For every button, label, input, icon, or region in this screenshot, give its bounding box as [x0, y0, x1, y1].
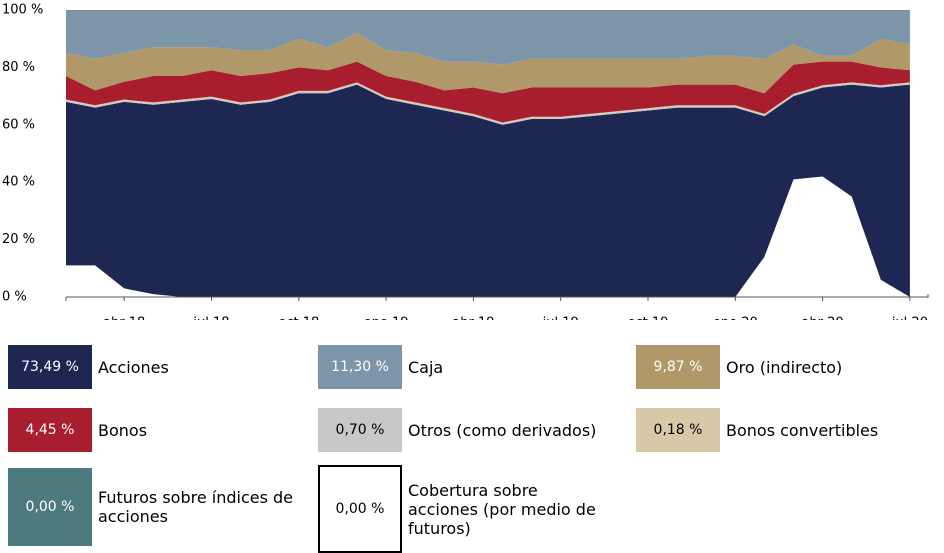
- area: [66, 84, 910, 298]
- legend-item: 0,00 % Cobertura sobre acciones (por medi…: [318, 465, 608, 553]
- x-tick-label: oct 19: [628, 316, 669, 321]
- y-tick-label: 60 %: [2, 117, 35, 132]
- legend-label: Acciones: [98, 357, 169, 377]
- y-tick-label: 100 %: [2, 3, 43, 18]
- y-tick-label: 20 %: [2, 232, 35, 247]
- legend-label: Bonos convertibles: [726, 420, 879, 440]
- legend-item: 73,49 % Acciones: [8, 345, 169, 389]
- legend-item: 9,87 % Oro (indirecto): [636, 345, 842, 389]
- area: [66, 32, 910, 94]
- y-tick-label: 0 %: [2, 290, 27, 305]
- legend-label: Oro (indirecto): [726, 357, 843, 377]
- legend-value: 4,45 %: [8, 408, 92, 452]
- x-tick-label: jul 19: [542, 316, 579, 321]
- legend-label: Cobertura sobre acciones (por medio de f…: [408, 480, 596, 538]
- legend-value: 0,70 %: [318, 408, 402, 452]
- x-tick-label: jul 20: [891, 316, 928, 321]
- legend-item: 0,18 % Bonos convertibles: [636, 408, 878, 452]
- y-tick-label: 80 %: [2, 60, 35, 75]
- legend-value: 9,87 %: [636, 345, 720, 389]
- legend-item: 0,70 % Otros (como derivados): [318, 408, 596, 452]
- area: [66, 10, 910, 65]
- legend-value: 0,00 %: [8, 468, 92, 546]
- y-tick-label: 40 %: [2, 175, 35, 190]
- x-tick-label: oct 18: [278, 316, 319, 321]
- area: [66, 176, 910, 297]
- legend-value: 0,00 %: [318, 465, 402, 553]
- legend-label: Bonos: [98, 420, 148, 440]
- x-tick-label: abr 20: [801, 316, 843, 321]
- area: [66, 61, 910, 123]
- legend-value: 11,30 %: [318, 345, 402, 389]
- x-tick-label: abr 18: [103, 316, 145, 321]
- legend-label: Caja: [408, 357, 444, 377]
- legend-label: Futuros sobre índices de acciones: [98, 488, 294, 526]
- legend-label: Otros (como derivados): [408, 420, 597, 440]
- x-tick-label: ene 19: [364, 316, 409, 321]
- x-tick-label: abr 19: [452, 316, 494, 321]
- legend-value: 73,49 %: [8, 345, 92, 389]
- x-tick-label: ene 20: [713, 316, 758, 321]
- legend-item: 0,00 % Futuros sobre índices de acciones: [8, 468, 308, 546]
- legend-item: 4,45 % Bonos: [8, 408, 147, 452]
- legend-value: 0,18 %: [636, 408, 720, 452]
- x-tick-label: jul 18: [192, 316, 229, 321]
- chart: 0 % 20 % 40 % 60 % 80 % 100 % abr 18 jul 18 oct …: [2, 3, 929, 321]
- legend-item: 11,30 % Caja: [318, 345, 443, 389]
